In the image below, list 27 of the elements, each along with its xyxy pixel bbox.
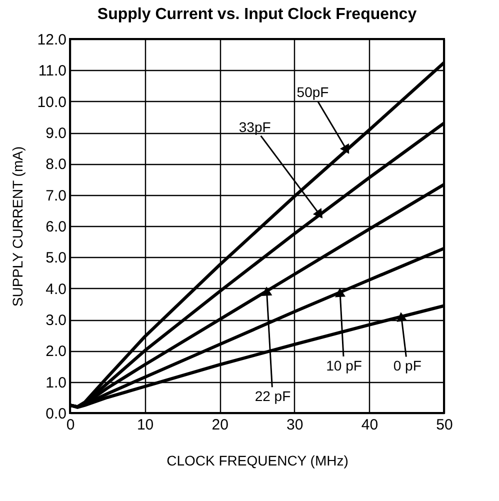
y-tick-label: 2.0 xyxy=(46,343,66,360)
x-tick-label: 20 xyxy=(212,416,228,434)
y-tick-label: 10.0 xyxy=(37,94,66,111)
y-axis-title: SUPPLY CURRENT (mA) xyxy=(9,146,26,307)
chart-title: Supply Current vs. Input Clock Frequency xyxy=(97,6,417,23)
y-tick-label: 1.0 xyxy=(46,374,66,392)
y-tick-label: 8.0 xyxy=(46,156,66,174)
y-tick-label: 6.0 xyxy=(46,218,66,236)
y-tick-label: 3.0 xyxy=(46,312,66,329)
x-tick-label: 30 xyxy=(286,416,304,434)
annotation: 33pF xyxy=(238,118,271,135)
y-tick-label: 9.0 xyxy=(46,125,66,142)
y-tick-label: 12.0 xyxy=(37,32,66,48)
y-tick-label: 7.0 xyxy=(46,187,66,204)
y-tick-label: 4.0 xyxy=(46,280,66,298)
x-tick-label: 10 xyxy=(136,416,154,434)
x-tick-label: 40 xyxy=(361,416,378,434)
x-axis-title: CLOCK FREQUENCY (MHz) xyxy=(166,452,348,468)
annotation: 10 pF xyxy=(326,357,362,374)
y-tick-label: 11.0 xyxy=(38,62,66,80)
y-tick-label: 5.0 xyxy=(46,250,66,267)
annotation: 22 pF xyxy=(254,388,291,404)
annotation: 0 pF xyxy=(393,358,422,374)
x-tick-label: 50 xyxy=(436,416,453,434)
y-tick-label: 0.0 xyxy=(46,406,66,422)
annotation: 50pF xyxy=(296,84,329,100)
x-tick-label: 0 xyxy=(66,416,75,434)
